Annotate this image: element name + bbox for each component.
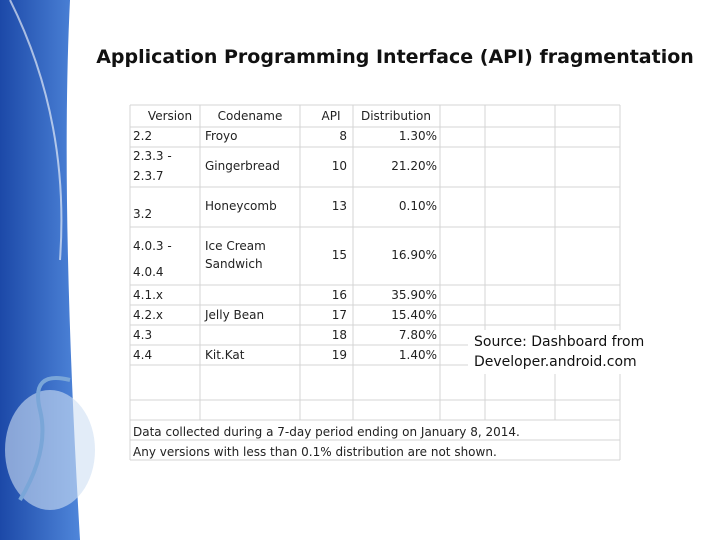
- version-cell: 4.4: [133, 348, 153, 362]
- distribution-cell: 35.90%: [391, 288, 437, 302]
- version-cell: 2.3.3 -: [133, 149, 172, 163]
- api-cell: 8: [339, 129, 347, 143]
- api-cell: 15: [331, 248, 347, 262]
- codename-cell: Froyo: [205, 129, 238, 143]
- distribution-cell: 7.80%: [398, 328, 437, 342]
- dna-strand: [18, 376, 71, 502]
- distribution-cell: 21.20%: [391, 159, 437, 173]
- footnote: Data collected during a 7-day period end…: [133, 425, 520, 439]
- footnote: Any versions with less than 0.1% distrib…: [133, 445, 497, 459]
- distribution-cell: 15.40%: [391, 308, 437, 322]
- api-cell: 17: [331, 308, 347, 322]
- side-curve: [9, 0, 63, 261]
- distribution-cell: 0.10%: [398, 199, 437, 213]
- table-grid: [129, 104, 621, 461]
- source-line: Developer.android.com: [474, 354, 637, 370]
- codename-cell: Kit.Kat: [205, 348, 245, 362]
- codename-cell: Gingerbread: [205, 159, 280, 173]
- column-header: Codename: [217, 109, 283, 123]
- distribution-cell: 16.90%: [391, 248, 437, 262]
- source-note: Source: Dashboard from Developer.android…: [468, 330, 658, 374]
- dna-image: [5, 390, 95, 510]
- api-cell: 16: [331, 288, 347, 302]
- version-cell: 2.2: [133, 129, 153, 143]
- api-cell: 18: [331, 328, 347, 342]
- column-header: Distribution: [360, 109, 431, 123]
- distribution-cell: 1.30%: [398, 129, 437, 143]
- codename-cell: Ice Cream: [205, 239, 266, 253]
- api-cell: 19: [331, 348, 347, 362]
- codename-cell: Sandwich: [205, 257, 263, 271]
- version-cell: 2.3.7: [133, 169, 164, 183]
- version-cell: 4.1.x: [133, 288, 163, 302]
- version-cell: 4.0.4: [133, 265, 164, 279]
- codename-cell: Jelly Bean: [205, 308, 265, 322]
- version-cell: 4.0.3 -: [133, 239, 172, 253]
- api-cell: 10: [331, 159, 347, 173]
- version-cell: 4.3: [133, 328, 153, 342]
- codename-cell: Honeycomb: [205, 199, 277, 213]
- column-header: Version: [147, 109, 193, 123]
- version-cell: 3.2: [133, 207, 153, 221]
- distribution-cell: 1.40%: [398, 348, 437, 362]
- source-line: Source: Dashboard from: [474, 334, 645, 350]
- slide-title: Application Programming Interface (API) …: [96, 46, 694, 68]
- api-cell: 13: [331, 199, 347, 213]
- column-header: API: [321, 109, 341, 123]
- version-cell: 4.2.x: [133, 308, 163, 322]
